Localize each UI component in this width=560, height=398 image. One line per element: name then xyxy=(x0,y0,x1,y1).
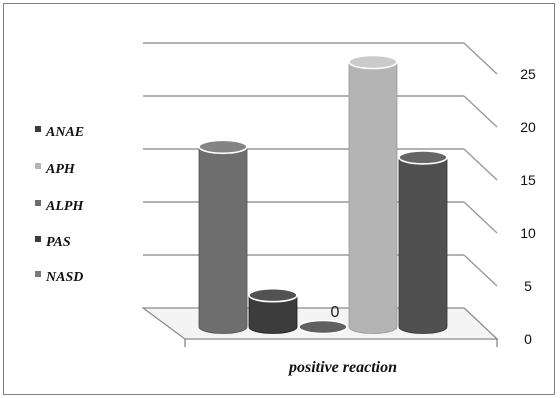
bar-anae-body xyxy=(198,146,248,334)
y-tick-label: 10 xyxy=(520,225,536,241)
bar-nasd-top xyxy=(398,150,448,165)
legend-marker-aph xyxy=(35,163,41,169)
side-gridline xyxy=(463,42,498,75)
legend-label-nasd: NASD xyxy=(45,270,83,285)
y-tick-label: 15 xyxy=(520,172,536,188)
legend-marker-anae xyxy=(35,126,41,132)
data-label-alph: 0 xyxy=(331,304,340,321)
legend-label-aph: APH xyxy=(45,162,76,177)
bar-aph-top xyxy=(248,287,298,303)
side-gridline xyxy=(463,148,498,181)
y-tick-label: 5 xyxy=(524,278,532,294)
legend-label-anae: ANAE xyxy=(45,125,84,140)
bar-pas-body xyxy=(348,61,398,334)
y-tick-label: 20 xyxy=(520,119,536,135)
legend-label-alph: ALPH xyxy=(45,199,84,214)
legend-marker-nasd xyxy=(35,271,41,277)
side-gridline xyxy=(463,201,498,234)
legend-marker-alph xyxy=(35,200,41,206)
bar-nasd-body xyxy=(398,157,448,334)
y-tick-label: 25 xyxy=(520,66,536,82)
legend-marker-pas xyxy=(35,236,41,242)
x-axis-label: positive reaction xyxy=(287,359,397,376)
side-gridline xyxy=(463,254,498,287)
bar-pas-top xyxy=(348,54,398,70)
bar-aph-body xyxy=(248,294,298,334)
legend-label-pas: PAS xyxy=(46,235,71,250)
y-tick-label: 0 xyxy=(524,331,532,347)
bar-anae-top xyxy=(198,139,248,155)
side-gridline xyxy=(463,95,498,128)
bar-alph-top xyxy=(298,319,348,335)
